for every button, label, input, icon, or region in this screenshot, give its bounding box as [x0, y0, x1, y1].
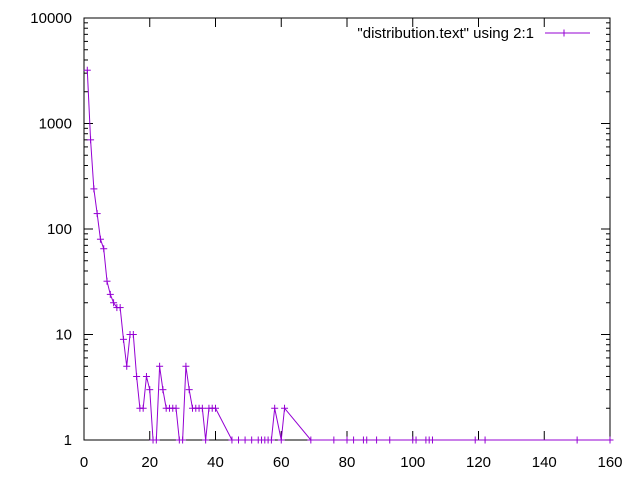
data-point [182, 362, 190, 370]
y-tick-label: 100 [47, 221, 72, 238]
x-tick-label: 0 [80, 454, 88, 471]
data-point [100, 245, 108, 253]
data-point [96, 235, 104, 243]
data-point [110, 299, 118, 307]
plot-frame [83, 17, 611, 441]
data-point [93, 210, 101, 218]
data-point [471, 436, 479, 444]
x-tick-label: 80 [339, 454, 356, 471]
x-tick-label: 60 [273, 454, 290, 471]
data-point [271, 404, 279, 412]
data-point [172, 404, 180, 412]
data-point [228, 436, 236, 444]
data-point [481, 436, 489, 444]
data-point [179, 436, 187, 444]
data-point [87, 136, 95, 144]
data-point [241, 436, 249, 444]
series-line [86, 70, 610, 441]
x-tick-label: 120 [466, 454, 491, 471]
y-tick-label: 10 [55, 327, 72, 344]
data-point [330, 436, 338, 444]
data-point [129, 331, 137, 338]
data-point [185, 386, 193, 394]
data-point [159, 386, 167, 394]
data-point [106, 290, 114, 298]
y-axis: 1 10 100 1000 10000 [30, 10, 610, 449]
data-point [281, 404, 289, 412]
legend: "distribution.text" using 2:1 [357, 25, 590, 42]
data-point [152, 436, 160, 444]
x-tick-label: 20 [141, 454, 158, 471]
data-point [103, 277, 111, 285]
data-point [267, 436, 275, 444]
data-point [248, 436, 256, 444]
data-point [139, 404, 147, 412]
data-point [363, 436, 371, 444]
y-tick-label: 1000 [39, 116, 72, 133]
data-point [83, 66, 91, 74]
data-point [116, 304, 124, 312]
data-point [307, 436, 315, 444]
data-point [412, 436, 420, 444]
x-tick-label: 100 [400, 454, 425, 471]
data-point [90, 185, 98, 193]
data-point [277, 436, 285, 444]
data-point [235, 436, 243, 444]
x-tick-label: 40 [207, 454, 224, 471]
data-point [123, 362, 131, 370]
data-point [212, 404, 219, 412]
data-point [573, 436, 581, 444]
data-point [142, 372, 150, 380]
series-layer [83, 66, 614, 444]
x-tick-label: 160 [597, 454, 622, 471]
data-point [606, 436, 614, 444]
data-point [119, 335, 127, 343]
data-point [156, 362, 164, 370]
data-point [428, 436, 436, 444]
data-point [373, 436, 381, 444]
y-tick-label: 1 [64, 432, 72, 449]
x-axis: 0 20 40 60 80 100 120 140 160 [80, 18, 623, 471]
data-point [133, 372, 141, 380]
data-point [146, 386, 154, 394]
y-tick-label: 10000 [30, 10, 72, 27]
x-tick-label: 140 [532, 454, 557, 471]
data-point [386, 436, 394, 444]
legend-entry-label: "distribution.text" using 2:1 [357, 25, 534, 42]
data-point [350, 436, 358, 444]
data-point [198, 404, 206, 412]
legend-marker [560, 29, 568, 37]
data-point [343, 436, 351, 444]
data-point [202, 436, 210, 444]
